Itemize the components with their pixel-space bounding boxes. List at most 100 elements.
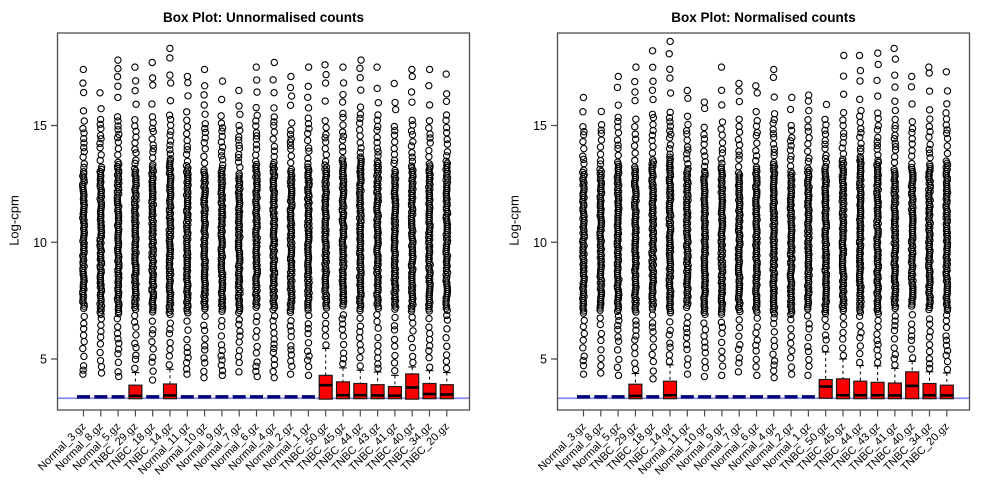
outlier-point bbox=[770, 361, 778, 369]
outlier-point bbox=[579, 322, 588, 331]
outlier-point bbox=[856, 322, 864, 330]
outlier-point bbox=[890, 355, 898, 363]
outlier-point bbox=[752, 347, 760, 355]
outlier-point bbox=[890, 158, 899, 167]
outlier-point bbox=[718, 323, 727, 331]
outlier-point bbox=[390, 342, 399, 350]
outlier-point bbox=[890, 135, 899, 143]
outlier-point bbox=[666, 74, 674, 82]
outlier-point bbox=[201, 312, 209, 320]
outlier-point bbox=[217, 152, 226, 160]
outlier-point bbox=[200, 367, 208, 376]
outlier-point bbox=[305, 352, 313, 360]
outlier-point bbox=[926, 127, 934, 136]
outlier-point bbox=[113, 315, 122, 323]
outlier-point bbox=[339, 63, 347, 71]
outlier-point bbox=[132, 100, 140, 108]
outlier-point bbox=[718, 149, 727, 157]
outlier-point bbox=[770, 93, 778, 101]
outlier-point bbox=[891, 83, 899, 91]
outlier-point bbox=[926, 115, 934, 123]
outlier-point bbox=[631, 88, 639, 96]
outlier-point bbox=[442, 123, 451, 132]
outlier-point bbox=[114, 349, 122, 358]
outlier-point bbox=[666, 108, 674, 117]
outlier-point bbox=[804, 91, 813, 99]
outlier-point bbox=[735, 141, 744, 149]
outlier-point bbox=[753, 116, 761, 125]
outlier-point bbox=[873, 336, 881, 345]
flat-box bbox=[250, 395, 263, 399]
outlier-point bbox=[338, 325, 347, 334]
outlier-point bbox=[165, 111, 174, 119]
y-tick-label: 10 bbox=[33, 236, 47, 250]
outlier-point bbox=[235, 144, 244, 153]
outlier-point bbox=[218, 143, 227, 151]
outlier-point bbox=[597, 354, 605, 363]
outlier-point bbox=[874, 133, 882, 142]
outlier-point bbox=[374, 348, 382, 356]
outlier-point bbox=[183, 157, 192, 166]
outlier-point bbox=[942, 341, 951, 350]
outlier-point bbox=[96, 356, 105, 365]
outlier-point bbox=[648, 323, 657, 331]
outlier-point bbox=[874, 156, 882, 165]
outlier-point bbox=[374, 333, 382, 342]
outlier-point bbox=[683, 150, 691, 158]
outlier-point bbox=[682, 324, 691, 333]
box bbox=[818, 378, 833, 399]
outlier-point bbox=[407, 88, 416, 96]
box bbox=[439, 384, 454, 400]
outlier-point bbox=[805, 106, 813, 115]
outlier-point bbox=[666, 118, 674, 126]
outlier-point bbox=[684, 146, 692, 154]
outlier-point bbox=[597, 336, 605, 345]
outlier-point bbox=[218, 161, 227, 169]
outlier-point bbox=[165, 361, 173, 369]
outlier-point bbox=[322, 70, 330, 79]
outlier-point bbox=[96, 139, 104, 148]
outlier-point bbox=[235, 141, 243, 149]
outlier-point bbox=[252, 122, 260, 130]
outlier-point bbox=[303, 347, 312, 355]
outlier-point bbox=[132, 156, 140, 164]
outlier-point bbox=[821, 315, 829, 323]
outlier-point bbox=[580, 170, 588, 179]
outlier-point bbox=[131, 77, 140, 85]
outlier-point bbox=[752, 152, 761, 160]
outlier-point bbox=[183, 146, 191, 154]
outlier-point bbox=[857, 144, 865, 152]
outlier-point bbox=[580, 352, 588, 360]
outlier-point bbox=[890, 335, 899, 343]
outlier-point bbox=[355, 333, 364, 342]
outlier-point bbox=[822, 322, 830, 331]
outlier-point bbox=[942, 157, 951, 165]
outlier-point bbox=[80, 147, 88, 156]
outlier-point bbox=[804, 116, 812, 124]
outlier-point bbox=[235, 86, 243, 95]
outlier-point bbox=[840, 51, 848, 60]
outlier-point bbox=[752, 165, 761, 173]
outlier-point bbox=[649, 95, 657, 104]
outlier-point bbox=[114, 117, 122, 125]
outlier-point bbox=[753, 371, 761, 380]
outlier-point bbox=[201, 124, 209, 133]
outlier-point bbox=[718, 354, 726, 362]
outlier-point bbox=[217, 148, 226, 156]
outlier-point bbox=[270, 88, 278, 97]
outlier-point bbox=[907, 163, 916, 172]
outlier-point bbox=[339, 109, 347, 118]
outlier-point bbox=[270, 344, 278, 353]
flat-box bbox=[232, 395, 246, 399]
outlier-point bbox=[409, 319, 417, 327]
outlier-point bbox=[425, 124, 433, 132]
outlier-point bbox=[579, 138, 587, 146]
outlier-point bbox=[166, 54, 174, 62]
outlier-point bbox=[97, 104, 105, 113]
outlier-point bbox=[839, 328, 847, 337]
outlier-point bbox=[856, 153, 864, 161]
outlier-point bbox=[804, 333, 813, 342]
outlier-point bbox=[148, 358, 156, 366]
outlier-point bbox=[769, 130, 778, 138]
outlier-point bbox=[357, 56, 365, 64]
